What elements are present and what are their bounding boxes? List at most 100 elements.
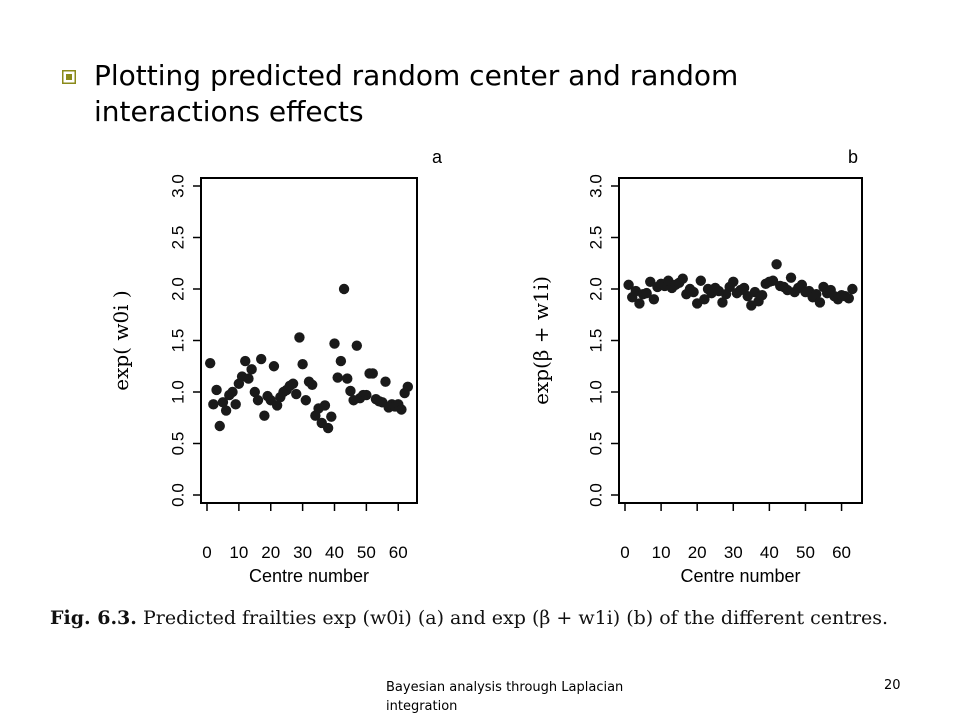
x-tick-label: 50	[796, 543, 815, 562]
data-point	[214, 420, 225, 432]
x-tick-label: 40	[760, 543, 779, 562]
figure-caption-text: Predicted frailties exp (w0i) (a) and ex…	[142, 607, 889, 629]
data-point	[259, 410, 270, 421]
y-tick-label: 2.0	[586, 277, 605, 301]
data-point	[255, 353, 267, 365]
data-point	[623, 279, 634, 291]
data-point	[771, 259, 782, 270]
data-point	[767, 275, 779, 286]
x-tick-label: 10	[229, 543, 248, 562]
x-tick-label: 30	[293, 543, 312, 562]
page-number: 20	[884, 678, 901, 693]
slide-title: Plotting predicted random center and ran…	[94, 59, 739, 128]
data-point	[326, 411, 337, 422]
data-point	[811, 288, 822, 300]
data-point	[294, 332, 305, 343]
y-tick-label: 2.5	[168, 226, 187, 250]
data-point	[717, 297, 728, 308]
data-point	[271, 400, 283, 411]
data-point	[291, 388, 302, 400]
data-point	[246, 364, 257, 375]
data-point	[396, 404, 407, 415]
data-point	[756, 289, 768, 301]
x-tick-label: 40	[325, 543, 344, 562]
data-point	[319, 400, 331, 411]
y-tick-label: 2.0	[168, 277, 187, 301]
x-tick-label: 60	[832, 543, 851, 562]
figure-caption: Fig. 6.3. Predicted frailties exp (w0i) …	[50, 604, 940, 632]
x-axis-title: Centre number	[249, 566, 369, 586]
y-tick-label: 2.5	[586, 226, 605, 250]
data-point	[648, 294, 660, 305]
y-tick-label: 0.0	[586, 483, 605, 507]
y-tick-label: 3.0	[168, 174, 187, 198]
data-point	[211, 384, 222, 396]
x-tick-label: 0	[202, 543, 211, 562]
x-tick-label: 20	[688, 543, 707, 562]
data-point	[814, 297, 826, 308]
x-tick-label: 20	[261, 543, 280, 562]
plot-frame	[618, 177, 863, 504]
figure-label: Fig. 6.3.	[50, 607, 137, 629]
data-point	[738, 282, 750, 294]
data-point	[677, 273, 688, 284]
square-bullet-icon	[62, 70, 76, 84]
data-point	[217, 397, 229, 408]
y-tick-label: 3.0	[586, 174, 605, 198]
data-point	[249, 386, 261, 398]
data-point	[645, 276, 656, 287]
x-tick-label: 30	[724, 543, 743, 562]
data-point	[297, 358, 308, 370]
data-point	[306, 379, 318, 390]
panel-label: a	[432, 147, 443, 167]
data-point	[785, 272, 797, 283]
data-point	[367, 368, 378, 379]
data-point	[361, 389, 372, 401]
data-point	[252, 395, 264, 406]
y-tick-label: 1.5	[168, 329, 187, 353]
data-point	[380, 376, 391, 387]
data-point	[688, 286, 699, 298]
data-point	[641, 287, 652, 299]
data-point	[847, 283, 858, 295]
data-point	[342, 373, 353, 384]
x-tick-label: 50	[357, 543, 376, 562]
data-point	[332, 372, 343, 383]
data-point	[208, 399, 219, 410]
plot-frame	[200, 177, 418, 504]
y-tick-label: 0.5	[168, 432, 187, 456]
footer-text: Bayesian analysis through Laplacian inte…	[386, 680, 624, 714]
data-point	[204, 357, 216, 369]
data-point	[728, 276, 739, 287]
y-axis-title: exp(β + w1i)	[529, 276, 553, 405]
panel-label: b	[848, 147, 858, 167]
y-tick-label: 1.5	[586, 329, 605, 353]
y-axis-title: exp( w0i )	[109, 290, 133, 390]
data-point	[287, 378, 299, 389]
figure-charts: 0.0 0.5 1.0 1.5 2.0 2.5 3.0 0 10 20 30 40 50 60 Centre…	[109, 147, 863, 586]
data-point	[240, 355, 251, 367]
data-point	[329, 338, 340, 349]
data-point	[268, 361, 280, 372]
data-point	[402, 381, 414, 393]
data-point	[230, 399, 241, 410]
data-point	[345, 385, 356, 397]
data-point	[699, 294, 710, 305]
data-point	[243, 373, 254, 384]
x-tick-label: 60	[389, 543, 408, 562]
chart-panel-a: 0.0 0.5 1.0 1.5 2.0 2.5 3.0 0 10 20 30 40 50 60 Centre…	[109, 147, 443, 586]
data-point	[300, 395, 312, 406]
y-tick-label: 0.0	[168, 483, 187, 507]
data-point	[227, 386, 238, 398]
y-tick-label: 1.0	[586, 380, 605, 404]
y-tick-label: 0.5	[586, 432, 605, 456]
data-point	[695, 275, 706, 286]
x-tick-label: 10	[652, 543, 671, 562]
data-point	[634, 298, 645, 309]
y-tick-label: 1.0	[168, 380, 187, 404]
data-point	[351, 340, 363, 351]
data-point	[843, 293, 854, 304]
data-point	[335, 355, 347, 367]
data-point	[220, 405, 232, 416]
x-axis-title: Centre number	[680, 566, 800, 586]
